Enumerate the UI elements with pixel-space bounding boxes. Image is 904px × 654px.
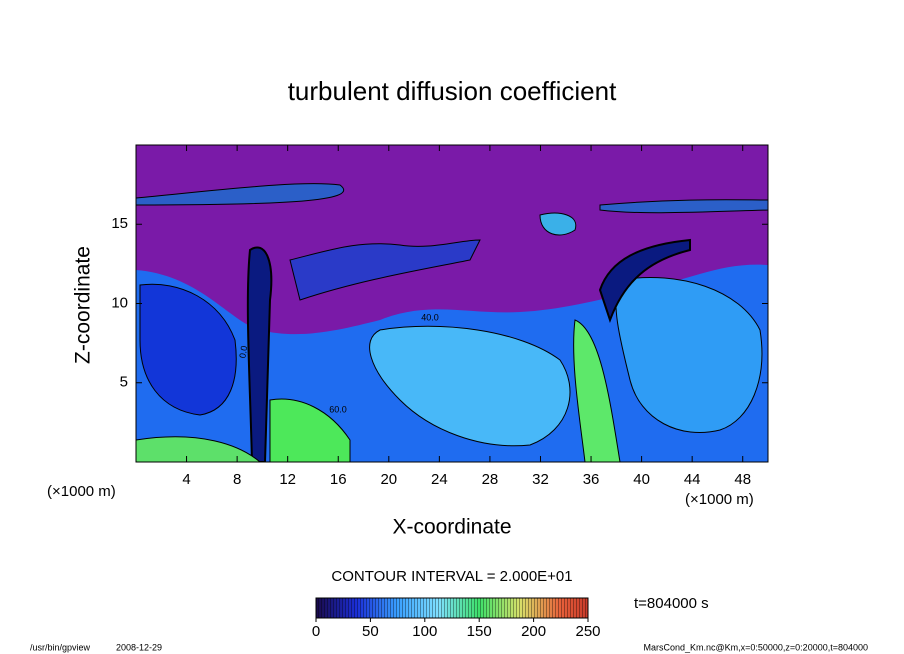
y-axis-title: Z-coordinate bbox=[72, 246, 95, 364]
contour-field bbox=[136, 145, 768, 462]
x-tick-label: 12 bbox=[279, 471, 296, 488]
contour-label: 60.0 bbox=[329, 404, 347, 414]
x-tick-label: 16 bbox=[330, 471, 347, 488]
x-tick-label: 48 bbox=[734, 471, 751, 488]
y-tick-label: 10 bbox=[111, 294, 128, 311]
chart-title: turbulent diffusion coefficient bbox=[288, 76, 617, 106]
colorbar-tick-label: 150 bbox=[467, 623, 492, 640]
contour-label: 40.0 bbox=[421, 312, 439, 322]
x-tick-label: 28 bbox=[482, 471, 499, 488]
contour-interval: CONTOUR INTERVAL = 2.000E+01 bbox=[331, 568, 572, 585]
x-unit-label: (×1000 m) bbox=[685, 491, 754, 508]
x-tick-label: 36 bbox=[583, 471, 600, 488]
footer-source: MarsCond_Km.nc@Km,x=0:50000,z=0:20000,t=… bbox=[643, 642, 868, 652]
footer-program: /usr/bin/gpview bbox=[30, 642, 91, 652]
x-tick-label: 40 bbox=[633, 471, 650, 488]
x-unit-label: (×1000 m) bbox=[47, 483, 116, 500]
y-tick-label: 15 bbox=[111, 215, 128, 232]
colorbar-tick-label: 250 bbox=[575, 623, 600, 640]
footer-date: 2008-12-29 bbox=[116, 642, 162, 652]
time-label: t=804000 s bbox=[634, 595, 709, 612]
x-tick-label: 20 bbox=[380, 471, 397, 488]
x-tick-label: 24 bbox=[431, 471, 448, 488]
x-tick-label: 44 bbox=[684, 471, 701, 488]
x-tick-label: 8 bbox=[233, 471, 241, 488]
contour-label: 0.0 bbox=[237, 345, 249, 359]
colorbar-tick-label: 200 bbox=[521, 623, 546, 640]
x-axis-title: X-coordinate bbox=[392, 516, 511, 539]
x-tick-label: 4 bbox=[182, 471, 190, 488]
colorbar-frame bbox=[315, 597, 589, 619]
y-tick-label: 5 bbox=[120, 374, 128, 391]
colorbar-tick-label: 0 bbox=[312, 623, 320, 640]
colorbar-tick-label: 100 bbox=[412, 623, 437, 640]
x-tick-label: 32 bbox=[532, 471, 549, 488]
colorbar-tick-label: 50 bbox=[362, 623, 379, 640]
